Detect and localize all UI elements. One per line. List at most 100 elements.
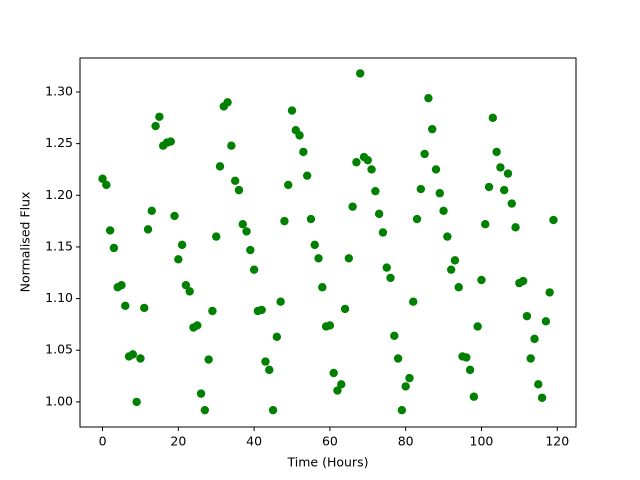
data-point [492, 147, 501, 157]
data-point [314, 254, 323, 263]
data-point [98, 174, 107, 183]
data-point [227, 141, 236, 150]
data-point [280, 216, 289, 226]
data-point [511, 223, 520, 232]
data-point [424, 93, 433, 103]
data-point [204, 355, 213, 364]
data-point [238, 220, 247, 229]
data-point [212, 232, 221, 241]
data-point [545, 288, 554, 297]
data-point [401, 382, 410, 391]
data-point [499, 185, 509, 195]
data-point [284, 180, 293, 190]
data-point [477, 275, 486, 285]
data-point [428, 124, 437, 134]
data-point [166, 137, 175, 146]
data-point [420, 149, 429, 159]
data-point [223, 98, 232, 107]
data-point [295, 131, 304, 140]
data-point [522, 311, 532, 321]
data-point [230, 176, 240, 186]
data-point [121, 301, 130, 311]
y-tick-label: 1.10 [45, 290, 73, 305]
data-point [409, 297, 418, 306]
y-axis-label: Normalised Flux [18, 192, 33, 293]
plot-frame [79, 57, 577, 428]
data-point [352, 158, 361, 167]
x-tick-label: 60 [322, 434, 338, 449]
y-tick-label: 1.30 [45, 83, 73, 98]
data-point [340, 304, 350, 314]
data-point [446, 265, 456, 274]
data-point [310, 240, 319, 250]
x-tick-label: 40 [246, 434, 262, 449]
data-point [526, 354, 535, 363]
y-tick-label: 1.05 [45, 342, 73, 357]
data-point [397, 405, 407, 415]
data-point [117, 280, 126, 290]
data-point [181, 280, 191, 290]
data-point [318, 283, 327, 292]
data-point [265, 365, 274, 375]
x-tick-label: 120 [545, 434, 569, 449]
data-point [200, 405, 210, 415]
data-point [143, 225, 153, 234]
data-point [151, 121, 160, 131]
data-point [337, 380, 346, 389]
data-point [299, 147, 308, 157]
data-point [507, 199, 516, 208]
data-point [537, 393, 547, 402]
x-axis-label: Time (Hours) [287, 455, 369, 470]
y-tick-label: 1.00 [45, 393, 73, 408]
data-point [405, 373, 414, 383]
data-point [549, 215, 558, 225]
data-point [302, 171, 312, 180]
data-point [261, 357, 270, 366]
y-tick-label: 1.25 [45, 135, 73, 150]
data-point [530, 334, 539, 344]
data-point [431, 165, 441, 174]
data-point [215, 162, 225, 171]
data-point [333, 386, 342, 395]
y-tick-label: 1.20 [45, 187, 73, 202]
data-point [109, 243, 119, 253]
data-point [174, 255, 183, 264]
data-point [488, 113, 498, 123]
data-point [356, 69, 365, 78]
data-point [155, 112, 164, 121]
data-point [136, 354, 145, 363]
data-point [234, 185, 244, 195]
x-tick-label: 20 [170, 434, 186, 449]
x-tick-label: 100 [470, 434, 494, 449]
data-point [541, 317, 551, 326]
data-point [371, 186, 380, 196]
data-point [287, 106, 297, 115]
x-tick-label: 0 [99, 434, 107, 449]
data-point [390, 331, 399, 340]
data-point [196, 389, 206, 398]
data-point [132, 397, 141, 407]
data-point [393, 354, 403, 363]
data-point [484, 182, 494, 192]
data-point [272, 332, 282, 342]
data-point [367, 165, 376, 174]
data-point [348, 202, 357, 211]
data-point [325, 321, 335, 330]
data-point [462, 353, 471, 362]
data-point [412, 214, 422, 224]
data-point [378, 228, 388, 237]
data-point [386, 273, 395, 283]
data-point [416, 184, 426, 194]
data-point [329, 368, 338, 378]
data-point [185, 287, 194, 296]
data-point [454, 283, 463, 292]
data-point [534, 380, 543, 389]
data-point [147, 206, 157, 215]
data-point [257, 305, 266, 315]
data-point [473, 322, 482, 331]
data-point [363, 155, 372, 165]
data-point [170, 211, 179, 221]
data-point [503, 169, 513, 178]
data-point [344, 254, 354, 263]
